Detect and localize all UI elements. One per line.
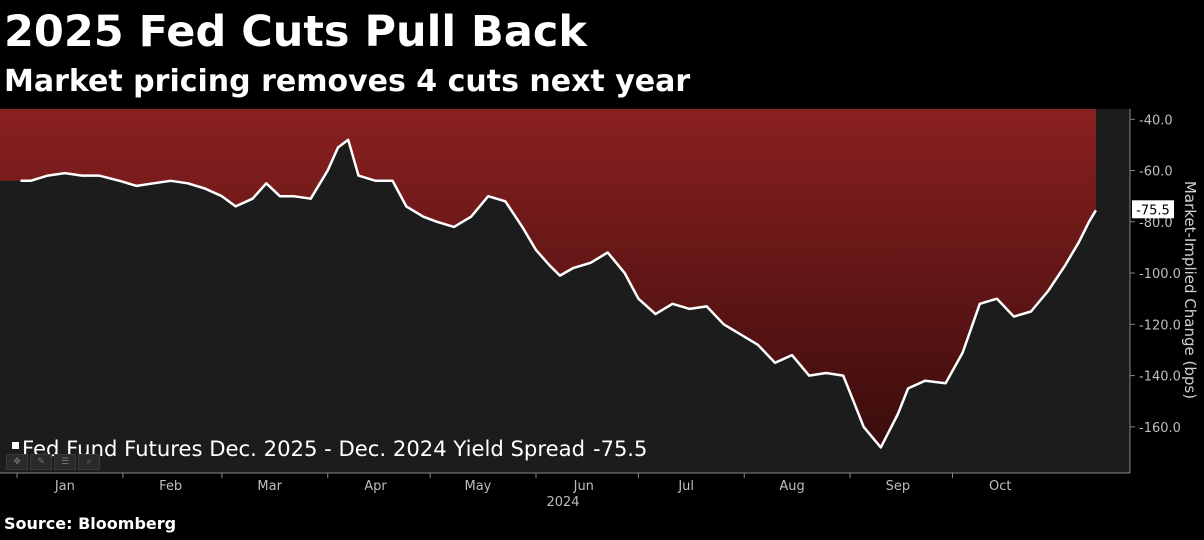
x-tick-label: May <box>465 479 492 494</box>
y-axis: -40.0 -60.0 -80.0 -100.0 -120.0 -140.0 -160.0 <box>1130 113 1181 436</box>
legend-label: Fed Fund Futures Dec. 2025 - Dec. 2024 Y… <box>22 437 585 461</box>
legend-value: -75.5 <box>593 437 647 461</box>
y-axis-title: Market-Implied Change (bps) <box>1181 181 1199 399</box>
x-tick-label: Oct <box>989 479 1011 494</box>
x-tick-label: Feb <box>159 479 182 494</box>
area-fill <box>0 109 1096 448</box>
x-tick-label: Jun <box>573 479 594 494</box>
y-tick-label: -120.0 <box>1139 318 1181 333</box>
x-tick-label: Jan <box>54 479 75 494</box>
y-tick-label: -100.0 <box>1139 267 1181 282</box>
y-tick-label: -60.0 <box>1139 165 1173 180</box>
chart-subtitle: Market pricing removes 4 cuts next year <box>4 64 691 99</box>
y-tick-label: -80.0 <box>1139 216 1173 231</box>
chart-toolbar: ✥ ✎ ☰ ⌕ <box>6 454 100 470</box>
x-tick-label: Apr <box>364 479 387 494</box>
y-tick-label: -160.0 <box>1139 421 1181 436</box>
legend-swatch <box>12 442 19 449</box>
x-axis: Jan Feb Mar Apr May Jun Jul Aug Sep Oct <box>16 473 1012 494</box>
legend: Fed Fund Futures Dec. 2025 - Dec. 2024 Y… <box>12 437 647 461</box>
list-icon[interactable]: ☰ <box>54 454 76 470</box>
y-tick-label: -140.0 <box>1139 370 1181 385</box>
x-tick-label: Aug <box>779 479 804 494</box>
x-tick-label: Jul <box>677 479 694 494</box>
zoom-icon[interactable]: ⌕ <box>78 454 100 470</box>
last-value-label: -75.5 <box>1136 203 1170 218</box>
last-value-badge-box <box>1132 200 1174 219</box>
move-icon[interactable]: ✥ <box>6 454 28 470</box>
chart-title: 2025 Fed Cuts Pull Back <box>4 7 587 57</box>
series-line <box>20 138 1097 449</box>
last-value-badge: -75.5 <box>1132 200 1174 219</box>
x-tick-label: Mar <box>257 479 282 494</box>
y-tick-label: -40.0 <box>1139 113 1173 128</box>
source-note: Source: Bloomberg <box>4 514 177 533</box>
pencil-icon[interactable]: ✎ <box>30 454 52 470</box>
x-axis-year-label: 2024 <box>546 495 579 510</box>
x-tick-label: Sep <box>886 479 911 494</box>
